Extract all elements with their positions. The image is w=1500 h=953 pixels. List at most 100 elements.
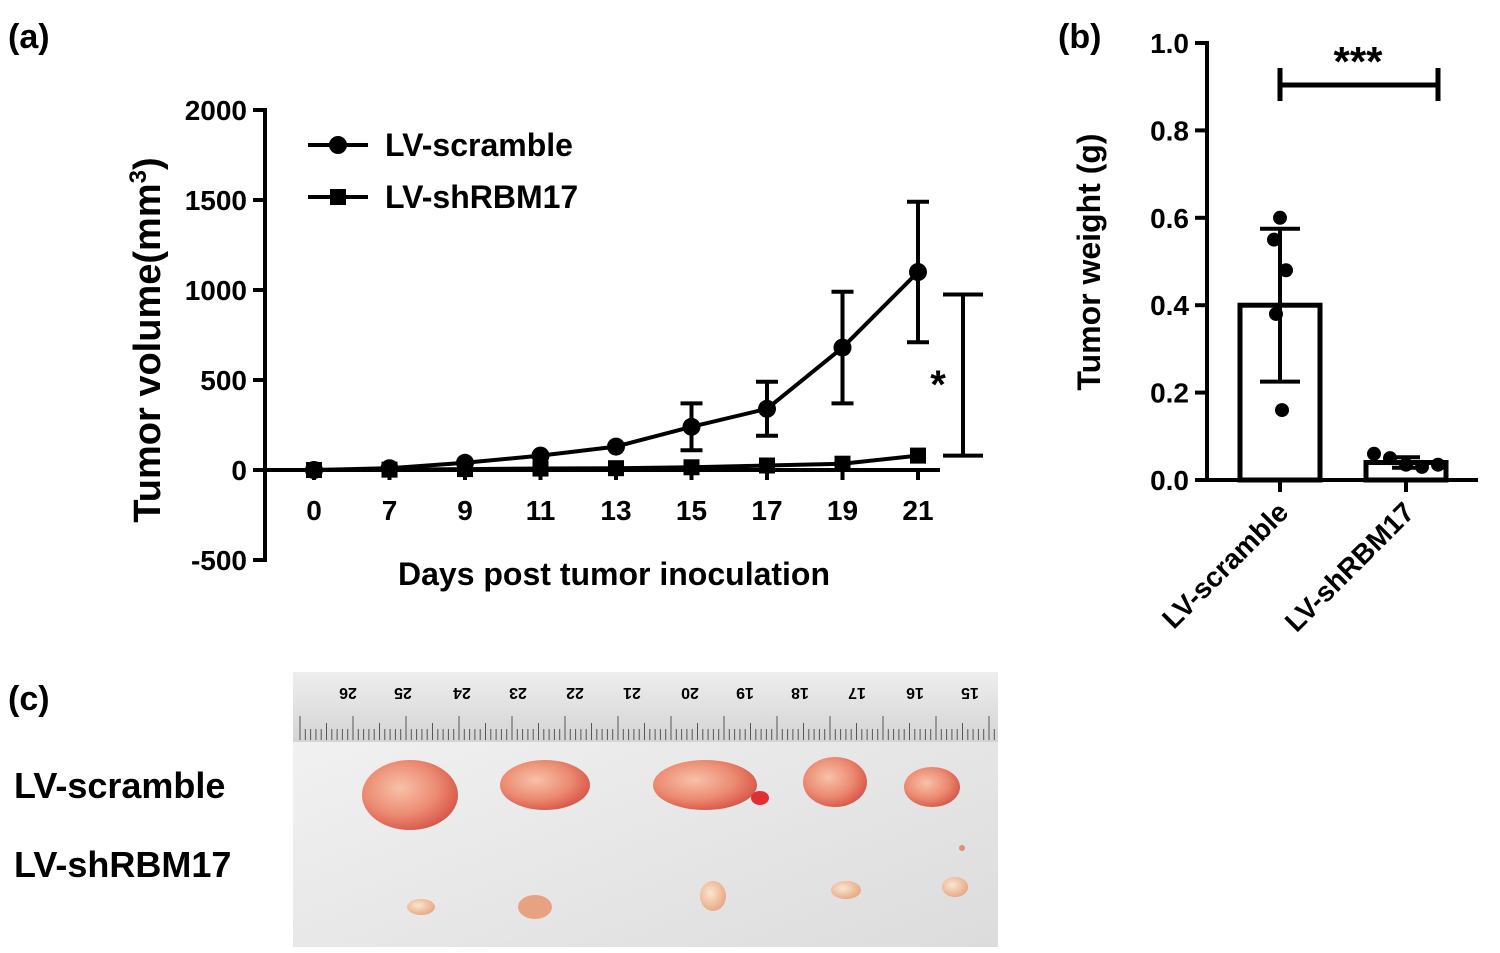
data-point <box>457 461 473 478</box>
data-point <box>683 459 700 476</box>
x-tick-label: LV-scramble <box>1156 496 1294 634</box>
ruler-number: 22 <box>566 684 584 701</box>
tumor-weight-chart: 0.0 0.2 0.4 0.6 0.8 1.0 LV-scrambleLV-shRBM17… <box>1071 28 1478 638</box>
data-point <box>532 460 549 477</box>
ruler-number: 20 <box>681 684 699 701</box>
data-point <box>608 460 624 477</box>
y-tick-label: 0.2 <box>1150 378 1189 409</box>
tumor <box>700 881 726 911</box>
y-tick-label: 1.0 <box>1150 28 1189 59</box>
y-axis-label: Tumor weight (g) <box>1071 133 1107 390</box>
error-bars <box>680 199 929 453</box>
data-point <box>1275 403 1289 418</box>
significance-mark: * <box>930 363 946 407</box>
legend-label: LV-shRBM17 <box>385 179 578 215</box>
tumor <box>500 760 590 810</box>
x-tick-label: 11 <box>526 495 556 526</box>
legend-marker <box>329 136 347 154</box>
tumor <box>407 899 435 915</box>
y-tick-label: 1000 <box>185 275 247 306</box>
y-tick-label: 500 <box>200 365 247 396</box>
ruler-number: 15 <box>961 684 979 701</box>
data-point <box>682 417 701 436</box>
significance-bracket: * <box>930 292 983 458</box>
y-tick-label: 0.8 <box>1150 115 1189 146</box>
x-tick-label: 13 <box>600 495 631 526</box>
data-point <box>1273 210 1287 225</box>
data-point <box>910 447 926 464</box>
tumors-scramble <box>362 757 960 830</box>
y-tick-label: 1500 <box>185 185 247 216</box>
y-tick-label: 0 <box>231 455 247 486</box>
data-point <box>381 461 398 478</box>
legend-marker <box>330 189 346 205</box>
y-tick-label: 0.4 <box>1150 290 1189 321</box>
ruler-number: 24 <box>453 684 471 701</box>
data-point <box>306 462 322 478</box>
y-tick-label: -500 <box>191 545 247 576</box>
ruler-number: 26 <box>339 684 357 701</box>
data-point <box>1383 451 1397 466</box>
data-point <box>759 457 775 474</box>
ruler-number: 17 <box>848 684 866 701</box>
significance-mark: *** <box>1333 38 1383 85</box>
ruler-numbers: 26 25 24 23 22 21 20 19 18 17 16 15 <box>339 684 979 701</box>
tumor-volume-chart: -500 0 500 1000 1500 2000 0 7 9 11 13 15 17 19 21 LV-… <box>125 95 983 592</box>
tumors-shRBM17 <box>407 845 968 919</box>
x-tick-label: 7 <box>382 495 398 526</box>
tumor <box>942 877 968 897</box>
ruler-number: 21 <box>623 684 641 701</box>
ruler-ticks <box>299 716 995 740</box>
ruler-number: 19 <box>736 684 754 701</box>
y-tick-label: 2000 <box>185 95 247 126</box>
error-bars <box>1260 226 1420 470</box>
bars <box>1237 302 1449 483</box>
x-tick-label: 17 <box>751 495 782 526</box>
data-point <box>834 455 851 472</box>
data-point <box>909 263 927 281</box>
legend-label: LV-scramble <box>385 127 573 163</box>
data-point <box>1367 446 1381 461</box>
tumor <box>831 881 861 899</box>
x-tick-label: 0 <box>306 495 322 526</box>
data-points <box>1267 210 1445 474</box>
tumor <box>803 757 867 807</box>
data-point <box>833 338 852 357</box>
data-point <box>1267 232 1281 247</box>
panel-label-a: (a) <box>8 18 50 56</box>
x-tick-label: 9 <box>457 495 473 526</box>
panel-label-c: (c) <box>8 680 50 718</box>
y-axis-label: Tumor volume(mm3) <box>125 157 169 522</box>
data-point <box>758 399 776 418</box>
tumor <box>904 767 960 807</box>
ruler <box>293 672 998 742</box>
row-label-shRBM17: LV-shRBM17 <box>14 844 231 885</box>
x-tick-label: 21 <box>902 495 933 526</box>
data-point <box>1279 263 1293 278</box>
tumor <box>518 895 552 919</box>
significance-bracket: *** <box>1277 38 1441 101</box>
tumor-photo: 26 25 24 23 22 21 20 19 18 17 16 15 LV-scramble LV-… <box>14 672 998 947</box>
axes <box>263 108 940 562</box>
tumor-fragment <box>959 845 965 851</box>
ruler-number: 18 <box>791 684 809 701</box>
y-axis-ticks: 0.0 0.2 0.4 0.6 0.8 1.0 <box>1150 28 1207 496</box>
row-label-scramble: LV-scramble <box>14 765 225 806</box>
y-axis-ticks: -500 0 500 1000 1500 2000 <box>185 95 265 576</box>
ruler-number: 16 <box>906 684 924 701</box>
x-axis-ticks: 0 7 9 11 13 15 17 19 21 <box>306 470 934 526</box>
ruler-number: 23 <box>509 684 527 701</box>
y-tick-label: 0.6 <box>1150 203 1189 234</box>
legend: LV-scramble LV-shRBM17 <box>308 127 578 215</box>
data-point <box>1415 459 1429 474</box>
x-tick-label: LV-shRBM17 <box>1279 496 1420 637</box>
y-tick-label: 0.0 <box>1150 465 1189 496</box>
data-point <box>531 446 550 465</box>
panel-label-b: (b) <box>1058 18 1101 56</box>
data-point <box>1431 457 1445 472</box>
series-markers <box>305 263 927 479</box>
ruler-number: 25 <box>394 684 412 701</box>
tumor <box>653 760 757 810</box>
